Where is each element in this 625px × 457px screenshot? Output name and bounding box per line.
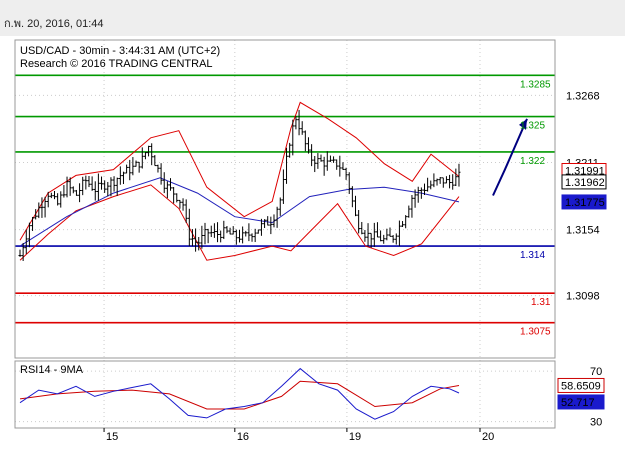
bollinger-lower-line <box>19 184 460 261</box>
x-tick-label: 19 <box>349 431 361 443</box>
level-label: 1.322 <box>520 156 545 167</box>
bollinger-bands <box>19 101 460 261</box>
rsi-ma-line <box>19 380 460 410</box>
grid-lines <box>15 40 555 428</box>
forecast-arrow <box>492 118 528 196</box>
rsi-tick-label: 70 <box>590 366 602 378</box>
chart-title: USD/CAD - 30min - 3:44:31 AM (UTC+2) <box>20 45 220 57</box>
forecast-arrow-line <box>492 118 528 196</box>
bollinger-upper-line <box>19 101 460 241</box>
forecast-arrowhead <box>519 118 527 130</box>
chart-text: 1.32681.32111.31541.30987030151619201.32… <box>106 79 607 443</box>
y-tick-label: 1.3098 <box>566 291 600 303</box>
rsi-badge <box>557 394 605 410</box>
level-label: 1.3285 <box>520 79 551 90</box>
rsi-line <box>19 367 460 420</box>
price-badge <box>561 194 607 210</box>
x-tick-label: 20 <box>482 431 494 443</box>
price-badge-label: 1.31775 <box>565 197 605 209</box>
level-label: 1.325 <box>520 121 545 132</box>
moving-average-line <box>19 177 460 247</box>
timestamp: ก.พ. 20, 2016, 01:44 <box>4 18 104 30</box>
rsi-badge-label: 58.6509 <box>561 380 601 392</box>
y-tick-label: 1.3268 <box>566 90 600 102</box>
level-label: 1.314 <box>520 250 545 261</box>
rsi-tick-label: 30 <box>590 417 602 429</box>
axes <box>14 39 556 432</box>
level-lines <box>15 74 555 324</box>
price-badge <box>561 174 607 190</box>
x-tick-label: 15 <box>106 431 118 443</box>
main-plot-frame <box>14 39 556 359</box>
level-label: 1.31 <box>531 297 551 308</box>
level-label: 1.3075 <box>520 327 551 338</box>
chart-subtitle: Research © 2016 TRADING CENTRAL <box>20 58 213 70</box>
y-tick-label: 1.3154 <box>566 225 600 237</box>
x-tick-label: 16 <box>237 431 249 443</box>
rsi-panel <box>19 367 460 420</box>
top-bar: ก.พ. 20, 2016, 01:44 <box>0 0 625 36</box>
rsi-label: RSI14 - 9MA <box>20 364 84 376</box>
price-series <box>18 109 461 261</box>
rsi-badge <box>557 377 605 393</box>
rsi-badge-label: 52.717 <box>561 397 595 409</box>
price-badge-label: 1.31962 <box>565 177 605 189</box>
